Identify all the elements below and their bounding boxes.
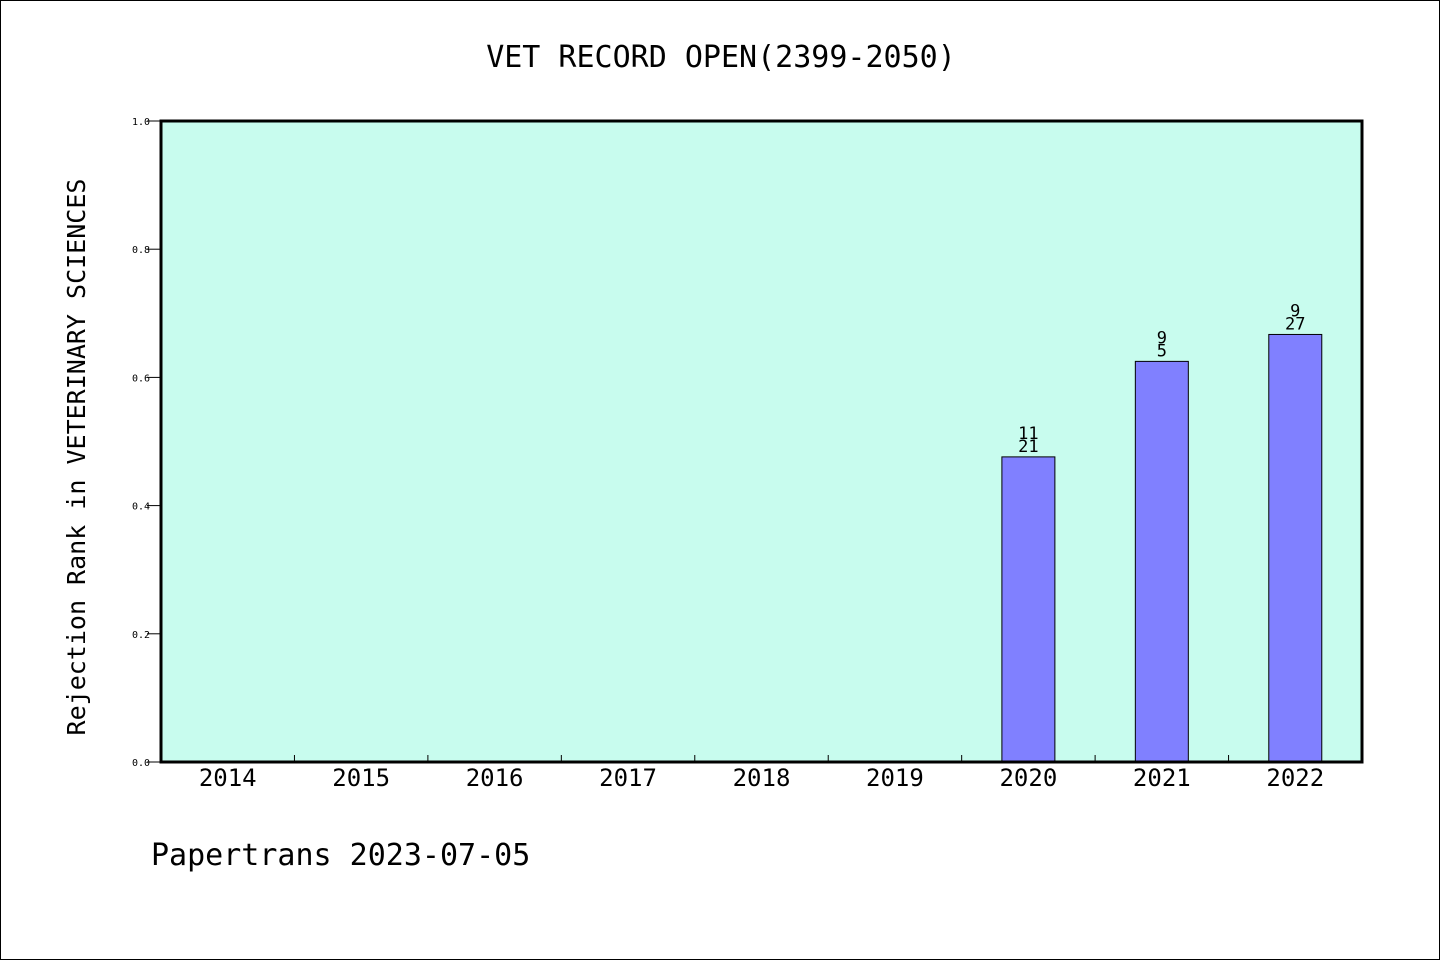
x-tick-label: 2016 xyxy=(466,764,524,792)
y-tick-label: 0.6 xyxy=(132,373,150,384)
plot-border xyxy=(159,119,1364,764)
y-tick-label: 0.2 xyxy=(132,630,150,641)
bar xyxy=(1134,360,1189,763)
x-tick-label: 2017 xyxy=(599,764,657,792)
bar xyxy=(1001,456,1056,763)
x-tick-label: 2014 xyxy=(199,764,257,792)
bar-label-bottom: 5 xyxy=(1157,341,1167,361)
y-axis: 0.0 0.2 0.4 0.6 0.8 1.0 xyxy=(132,117,161,769)
bar-label-bottom: 21 xyxy=(1018,437,1038,457)
footer-credit: Papertrans 2023-07-05 xyxy=(151,838,530,873)
chart-title: VET RECORD OPEN(2399-2050) xyxy=(486,40,956,75)
bar xyxy=(1268,333,1323,763)
bar-label-top: 9 xyxy=(1290,301,1300,321)
bars-layer xyxy=(1001,333,1323,763)
y-tick-label: 1.0 xyxy=(132,117,150,128)
bar-label-bottom: 27 xyxy=(1285,314,1305,334)
x-tick-label: 2018 xyxy=(733,764,791,792)
x-tick-label: 2019 xyxy=(866,764,924,792)
x-tick-label: 2015 xyxy=(332,764,390,792)
bar-label-top: 11 xyxy=(1018,424,1038,444)
y-axis-label: Rejection Rank in VETERINARY SCIENCES xyxy=(62,179,91,736)
y-tick-label: 0.4 xyxy=(132,502,150,513)
y-tick-label: 0.8 xyxy=(132,245,150,256)
y-tick-label: 0.0 xyxy=(132,758,150,769)
x-tick-label: 2021 xyxy=(1133,764,1191,792)
x-tick-label: 2022 xyxy=(1266,764,1324,792)
x-tick-label: 2020 xyxy=(999,764,1057,792)
x-axis: 2014 2015 2016 2017 2018 2019 2020 2021 2022 xyxy=(199,755,1324,792)
bar-label-top: 9 xyxy=(1157,328,1167,348)
